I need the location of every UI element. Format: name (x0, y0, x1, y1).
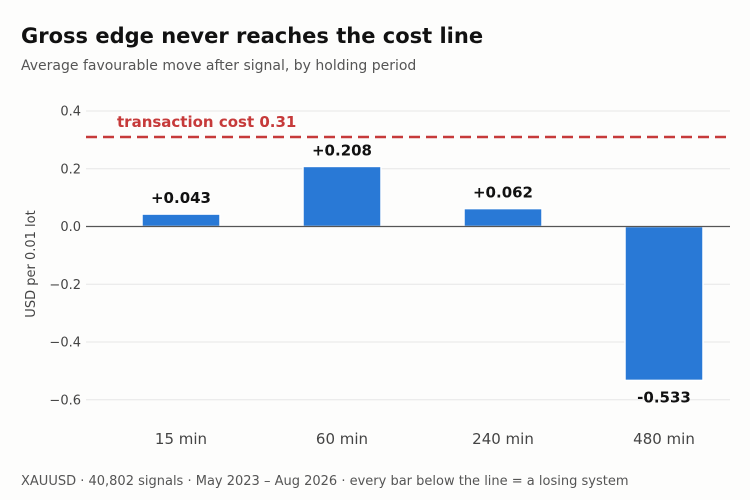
y-tick-label: −0.6 (49, 393, 81, 408)
transaction-cost-label: transaction cost 0.31 (117, 113, 296, 131)
y-tick-label: −0.4 (49, 336, 81, 351)
x-tick-label: 480 min (633, 430, 695, 448)
x-tick-label: 15 min (155, 430, 207, 448)
y-tick-label: 0.4 (60, 105, 81, 120)
y-tick-label: −0.2 (49, 278, 81, 293)
chart-title: Gross edge never reaches the cost line (21, 24, 484, 48)
x-tick-label: 60 min (316, 430, 368, 448)
bars (141, 165, 704, 382)
bar (141, 213, 221, 228)
data-label: -0.533 (637, 388, 691, 406)
y-tick-label: 0.2 (60, 162, 81, 177)
chart-footer: XAUUSD · 40,802 signals · May 2023 – Aug… (21, 474, 629, 489)
x-axis-categories: 15 min 60 min 240 min 480 min (155, 430, 695, 448)
chart-subtitle: Average favourable move after signal, by… (21, 58, 417, 74)
bar (302, 165, 382, 228)
data-label: +0.208 (312, 141, 372, 159)
data-label: +0.043 (151, 189, 211, 207)
grid-lines (86, 110, 730, 401)
data-label: +0.062 (473, 184, 533, 202)
y-axis-label: USD per 0.01 lot (24, 210, 39, 317)
y-axis-ticks: 0.4 0.2 0.0 −0.2 −0.4 −0.6 (49, 105, 81, 409)
x-tick-label: 240 min (472, 430, 534, 448)
data-labels: +0.043 +0.208 +0.062 -0.533 (151, 141, 691, 406)
bar (463, 207, 543, 228)
reference-lines: transaction cost 0.31 (86, 113, 730, 228)
y-tick-label: 0.0 (60, 220, 81, 235)
bar (624, 225, 704, 382)
